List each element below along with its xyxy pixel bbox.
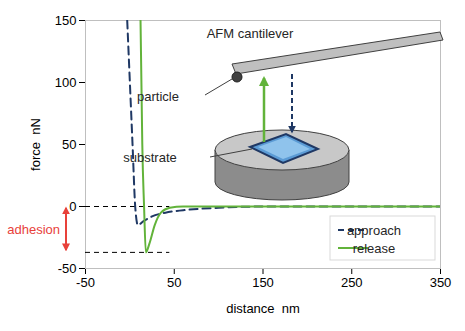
svg-text:AFM cantilever: AFM cantilever — [207, 26, 294, 41]
svg-text:100: 100 — [55, 75, 77, 90]
svg-text:substrate: substrate — [123, 150, 176, 165]
svg-text:50: 50 — [62, 137, 76, 152]
svg-text:approach: approach — [347, 223, 401, 238]
svg-text:-50: -50 — [58, 261, 77, 276]
svg-text:250: 250 — [341, 275, 363, 290]
svg-text:0: 0 — [69, 199, 76, 214]
svg-text:150: 150 — [55, 13, 77, 28]
svg-text:particle: particle — [137, 89, 179, 104]
svg-text:release: release — [353, 241, 396, 256]
svg-text:150: 150 — [252, 275, 274, 290]
svg-text:350: 350 — [430, 275, 452, 290]
svg-text:distance nm: distance nm — [226, 301, 300, 316]
svg-text:force nN: force nN — [28, 118, 43, 171]
svg-text:-50: -50 — [76, 275, 95, 290]
svg-text:50: 50 — [167, 275, 181, 290]
svg-text:adhesion: adhesion — [7, 222, 60, 237]
